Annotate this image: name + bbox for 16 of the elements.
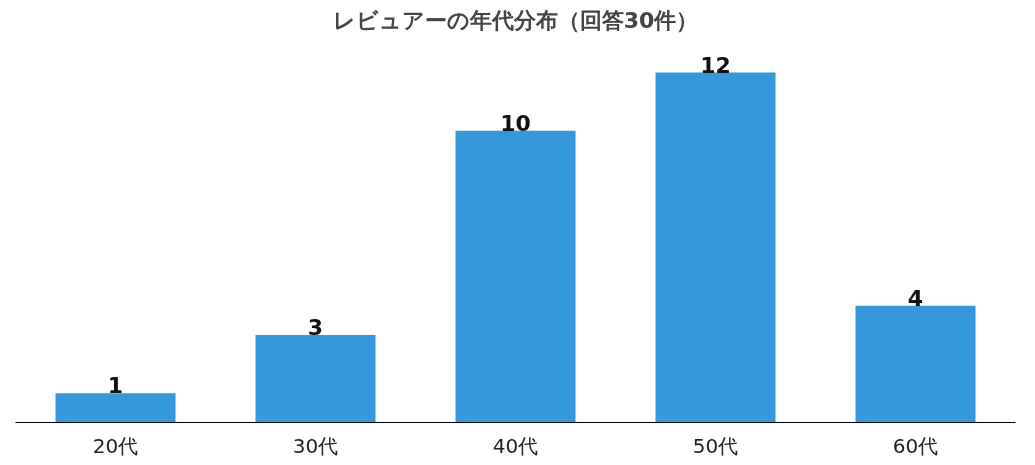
chart-title: レビュアーの年代分布（回答30件） [332, 7, 699, 33]
data-label: 1 [107, 373, 124, 399]
bar [55, 393, 176, 423]
x-tick-label: 50代 [692, 433, 739, 458]
bar [455, 130, 576, 423]
bar [855, 305, 976, 423]
data-label: 10 [500, 110, 531, 136]
bar [655, 72, 776, 423]
data-label: 4 [907, 285, 924, 311]
x-tick-label: 30代 [292, 433, 339, 458]
bar [255, 335, 376, 423]
x-tick-label: 40代 [492, 433, 539, 458]
x-tick-label: 20代 [92, 433, 139, 458]
data-label: 3 [307, 315, 324, 340]
data-label: 12 [700, 52, 731, 78]
x-tick-label: 60代 [892, 433, 939, 458]
